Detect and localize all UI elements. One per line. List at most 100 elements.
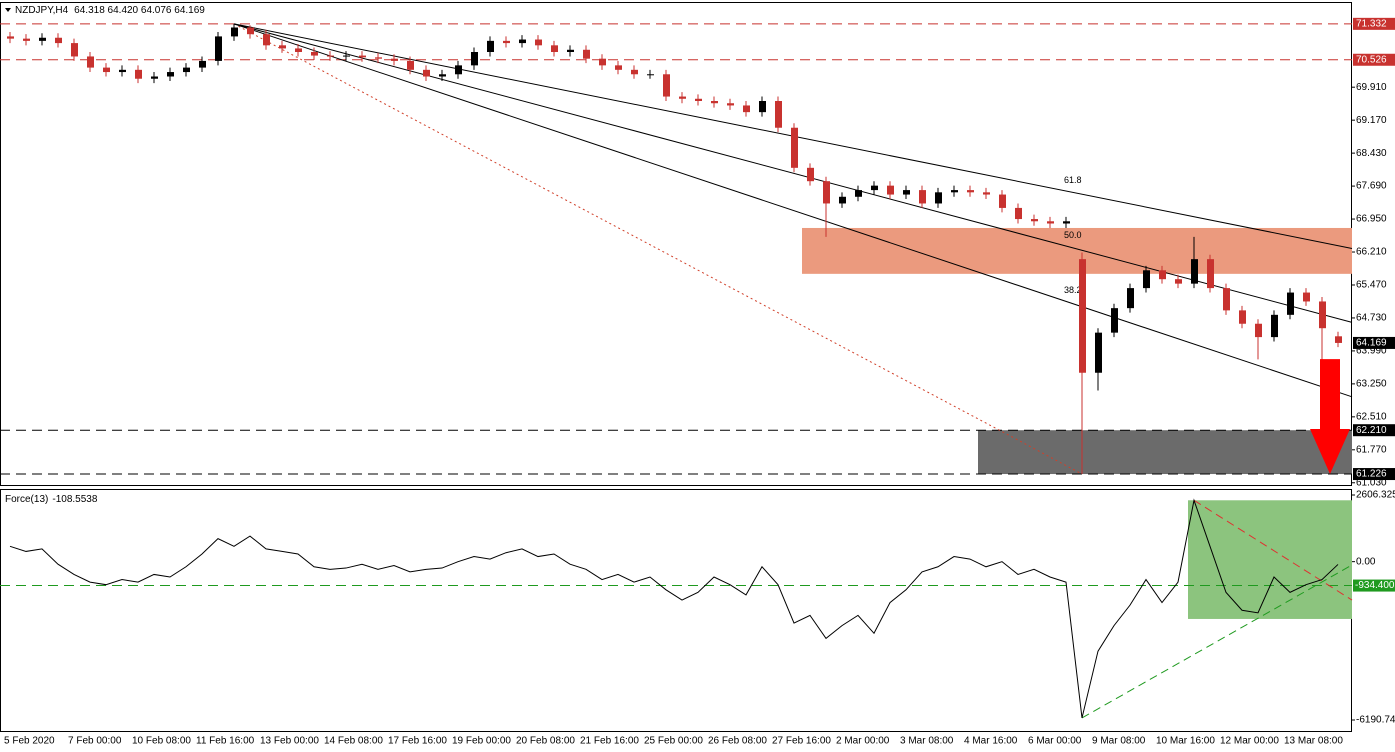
indicator-value: -108.5538: [52, 494, 97, 505]
candle-body: [455, 65, 462, 75]
level-label: 70.526: [1356, 54, 1387, 65]
candle-body: [103, 67, 110, 73]
level-label: 71.332: [1356, 18, 1387, 29]
level-label: 61.226: [1356, 469, 1387, 480]
candle-body: [1031, 219, 1038, 222]
candle-body: [1207, 259, 1214, 289]
candle-body: [135, 69, 142, 79]
level-label: 62.210: [1356, 425, 1387, 436]
candle-body: [1191, 259, 1198, 284]
y-tick-label: 2606.325: [1356, 490, 1395, 501]
fan-line: [233, 23, 1353, 323]
candle-body: [439, 74, 446, 77]
candle-body: [199, 60, 206, 68]
candle-body: [1143, 270, 1150, 289]
candle-body: [743, 105, 750, 113]
candle-body: [823, 181, 830, 204]
candle-body: [519, 39, 526, 44]
candle-body: [1063, 221, 1070, 224]
candle-body: [551, 45, 558, 53]
level-label-box: [1353, 17, 1395, 30]
x-tick-label: 6 Mar 00:00: [1028, 736, 1082, 747]
fan-line: [233, 23, 1353, 398]
candle-body: [295, 48, 302, 53]
candle-body: [1095, 332, 1102, 373]
candle-body: [1287, 292, 1294, 315]
candle-body: [487, 40, 494, 53]
candle-body: [759, 101, 766, 113]
y-tick-label: 61.770: [1356, 444, 1387, 455]
indicator-name: Force(13): [5, 494, 48, 505]
signal-box: [1188, 500, 1352, 619]
candle-body: [55, 37, 62, 44]
candle-body: [775, 101, 782, 128]
candle-body: [919, 190, 926, 204]
candle-body: [343, 55, 350, 57]
x-tick-label: 9 Mar 08:00: [1092, 736, 1146, 747]
trend-line: [1193, 499, 1353, 601]
candle-body: [887, 185, 894, 195]
candle-body: [855, 190, 862, 197]
candle-body: [615, 65, 622, 70]
candle-body: [951, 190, 958, 193]
y-tick-label: 69.910: [1356, 82, 1387, 93]
x-tick-label: 14 Feb 08:00: [324, 736, 383, 747]
x-tick-label: 27 Feb 16:00: [772, 736, 831, 747]
candle-body: [567, 49, 574, 53]
last-price-label: 64.169: [1356, 338, 1387, 349]
title-icon: [5, 8, 11, 12]
x-tick-label: 21 Feb 16:00: [580, 736, 639, 747]
candle-body: [903, 190, 910, 195]
y-tick-label: 66.950: [1356, 214, 1387, 225]
candle-body: [727, 103, 734, 106]
level-label-box: [1353, 579, 1395, 592]
x-tick-label: 3 Mar 08:00: [900, 736, 954, 747]
x-tick-label: 26 Feb 08:00: [708, 736, 767, 747]
candle-body: [215, 36, 222, 61]
candle-body: [279, 45, 286, 49]
candle-body: [1079, 259, 1086, 373]
fan-label: 61.8: [1064, 175, 1082, 185]
y-tick-label: 68.430: [1356, 148, 1387, 159]
y-tick-label: 61.030: [1356, 477, 1387, 488]
candle-body: [1303, 292, 1310, 302]
candle-body: [1159, 270, 1166, 280]
candle-body: [1111, 308, 1118, 333]
candle-body: [1271, 314, 1278, 338]
y-tick-label: 64.730: [1356, 313, 1387, 324]
candle-body: [183, 67, 190, 73]
candle-body: [1127, 288, 1134, 309]
y-tick-label: -6190.740: [1356, 715, 1395, 726]
candle-body: [839, 196, 846, 204]
x-tick-label: 19 Feb 00:00: [452, 736, 511, 747]
x-tick-label: 25 Feb 00:00: [644, 736, 703, 747]
candle-body: [263, 34, 270, 46]
fan-label: 38.2: [1064, 285, 1082, 295]
candle-body: [631, 69, 638, 75]
level-label-box: [1353, 424, 1395, 437]
candle-body: [1255, 323, 1262, 338]
x-tick-label: 17 Feb 16:00: [388, 736, 447, 747]
candle-body: [71, 43, 78, 57]
candle-body: [1047, 221, 1054, 224]
symbol: NZDJPY,H4: [15, 5, 69, 16]
candle-body: [151, 76, 158, 79]
y-tick-label: 66.210: [1356, 247, 1387, 258]
x-tick-label: 10 Mar 16:00: [1156, 736, 1215, 747]
candle-body: [1319, 301, 1326, 329]
candle-body: [391, 58, 398, 61]
candle-body: [503, 40, 510, 44]
fan-label: 50.0: [1064, 230, 1082, 240]
candle-body: [535, 39, 542, 46]
forecast-arrow: [1310, 359, 1350, 475]
candle-body: [311, 52, 318, 56]
x-tick-label: 20 Feb 08:00: [516, 736, 575, 747]
candle-body: [407, 60, 414, 70]
y-tick-label: 63.990: [1356, 346, 1387, 357]
force-title: Force(13) -108.5538: [5, 494, 98, 505]
zone: [802, 227, 1352, 274]
chart-title: NZDJPY,H4 64.318 64.420 64.076 64.169: [15, 5, 205, 16]
level-label-box: [1353, 53, 1395, 66]
last-price-box: [1353, 336, 1395, 349]
x-tick-label: 13 Feb 00:00: [260, 736, 319, 747]
